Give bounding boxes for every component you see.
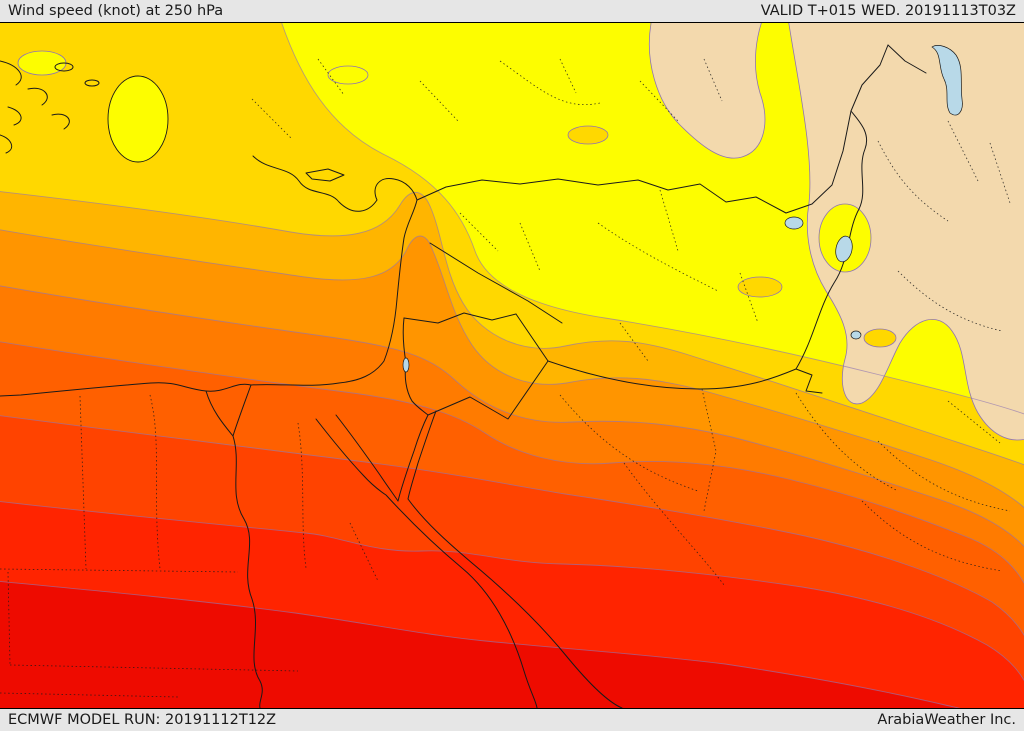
lake-urmia (835, 235, 853, 263)
caucasus-border (887, 44, 927, 74)
cyprus-outline (305, 168, 345, 182)
model-run-label: ECMWF MODEL RUN: 20191112T12Z (8, 712, 277, 728)
yellow-patch-1 (17, 50, 67, 76)
lakes (402, 45, 963, 373)
beige-region-top-center (648, 23, 766, 159)
jordan-syria-border (403, 312, 517, 324)
sinai-west-coast (335, 414, 399, 502)
map-canvas (0, 23, 1024, 708)
gold-patch-1 (567, 125, 609, 145)
yellow-patch-2 (327, 65, 369, 85)
gulf-of-suez-west-redsea-coast (315, 418, 538, 708)
small-lake (850, 330, 862, 340)
gulf-of-aqaba-west (397, 414, 429, 502)
header-bar: Wind speed (knot) at 250 hPa VALID T+015… (0, 0, 1024, 22)
jordan-saudi-border (427, 360, 549, 420)
israel-jordan-border (402, 317, 429, 416)
dead-sea (402, 357, 410, 373)
gold-patch-2 (737, 276, 783, 298)
country-borders (0, 44, 927, 708)
kuwait-border (795, 368, 823, 394)
map-title: Wind speed (knot) at 250 hPa (8, 3, 224, 19)
aegean-coast-squiggles (0, 60, 70, 154)
wind-band-deep-red (0, 581, 959, 708)
isotach-contours (0, 23, 1024, 708)
island-2 (84, 79, 100, 87)
credit-label: ArabiaWeather Inc. (877, 712, 1016, 728)
valid-time-label: VALID T+015 WED. 20191113T03Z (760, 3, 1016, 19)
nile-delta (205, 384, 252, 437)
turkey-south-border (416, 44, 889, 214)
mediterranean-coastline (0, 155, 418, 397)
nile-river (232, 435, 263, 708)
admin-borders (0, 58, 1011, 698)
gold-patch-3 (863, 328, 897, 348)
caspian-sea (931, 45, 963, 116)
map-area (0, 22, 1024, 709)
iraq-saudi-border (547, 360, 797, 390)
island-1 (54, 62, 74, 72)
gulf-of-aqaba-east-saudi-coast (407, 410, 623, 708)
anatolia-lake-outline (107, 75, 169, 163)
syria-iraq-border (429, 242, 563, 324)
lake-van (784, 216, 804, 230)
iran-iraq-border (795, 110, 867, 370)
footer-bar: ECMWF MODEL RUN: 20191112T12Z ArabiaWeat… (0, 709, 1024, 731)
jordan-iraq-border (515, 313, 549, 362)
